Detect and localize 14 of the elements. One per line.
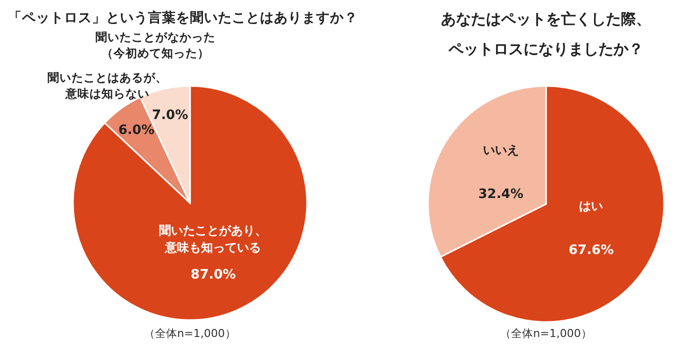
text: （全体n=1,000）	[500, 327, 592, 340]
data-label: 32.4%	[478, 187, 524, 202]
chart-title: あなたはペットを亡くした際、ペットロスになりましたか？	[441, 10, 651, 58]
data-label: 87.0%	[190, 268, 236, 283]
slice-label: はい	[579, 198, 604, 213]
slice-label: 聞いたことがなかった（今初めて知った）	[96, 30, 216, 60]
text: （全体n=1,000）	[144, 327, 236, 340]
slice-label: 聞いたことはあるが、意味は知らない	[47, 70, 168, 100]
data-label: 67.6%	[568, 242, 614, 258]
data-label: 6.0%	[118, 123, 154, 138]
chart-title: 「ペットロス」という言葉を聞いたことはありますか？	[8, 9, 358, 26]
slice-label: 聞いたことがあり、意味も知っている	[159, 224, 268, 255]
slice-label: いいえ	[482, 143, 519, 158]
data-label: 7.0%	[152, 108, 188, 123]
